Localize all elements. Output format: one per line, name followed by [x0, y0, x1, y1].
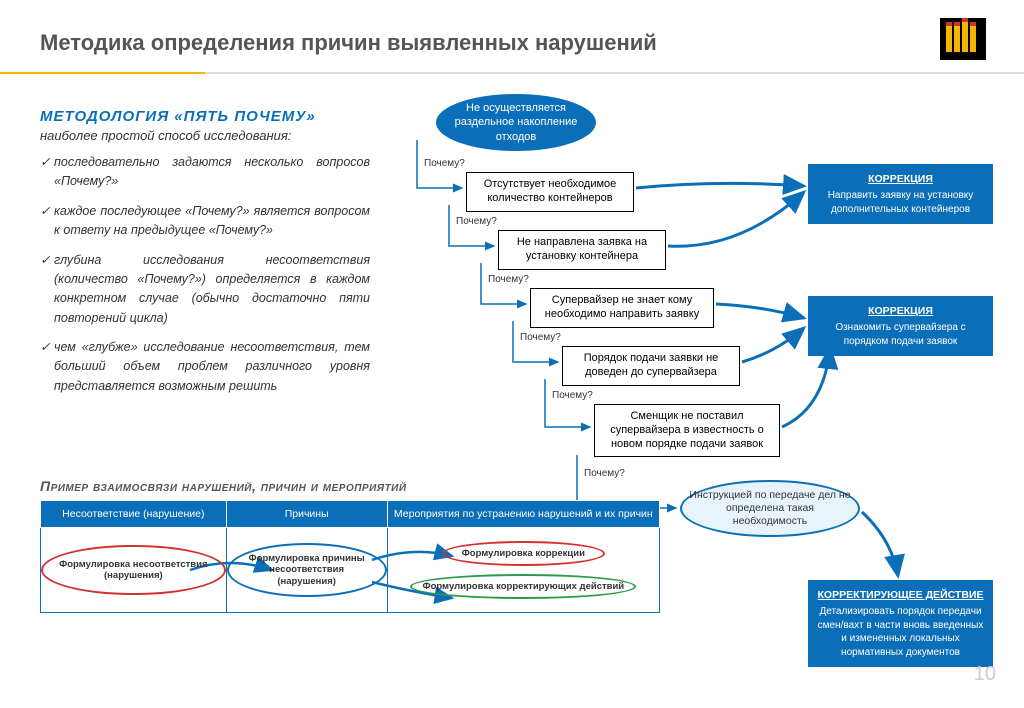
- correction-title-3: КОРРЕКТИРУЮЩЕЕ ДЕЙСТВИЕ: [816, 588, 985, 602]
- oval-corrective-action: Формулировка корректирующих действий: [410, 574, 636, 599]
- bullet-3: глубина исследования несоответствия (кол…: [40, 251, 370, 329]
- flow-step-4: Порядок подачи заявки не доведен до супе…: [562, 346, 740, 386]
- slide: Методика определения причин выявленных н…: [0, 0, 1024, 708]
- correction-box-3: КОРРЕКТИРУЮЩЕЕ ДЕЙСТВИЕ Детализировать п…: [808, 580, 993, 667]
- why-label-2: Почему?: [456, 216, 497, 227]
- bullet-4: чем «глубже» исследование несоответствия…: [40, 338, 370, 396]
- flow-step-5: Сменщик не поставил супервайзера в извес…: [594, 404, 780, 457]
- correction-title-1: КОРРЕКЦИЯ: [816, 172, 985, 186]
- why-label-5: Почему?: [552, 390, 593, 401]
- flow-step-1: Отсутствует необходимое количество конте…: [466, 172, 634, 212]
- flow-end: Инструкцией по передаче дел не определен…: [680, 480, 860, 537]
- flow-step-3: Супервайзер не знает кому необходимо нап…: [530, 288, 714, 328]
- example-table: Несоответствие (нарушение) Причины Мероп…: [40, 500, 660, 613]
- flow-start: Не осуществляется раздельное накопление …: [436, 94, 596, 151]
- th-1: Несоответствие (нарушение): [41, 501, 227, 528]
- th-2: Причины: [226, 501, 387, 528]
- methodology-heading: МЕТОДОЛОГИЯ «ПЯТЬ ПОЧЕМУ»: [40, 108, 370, 125]
- cell-3: Формулировка коррекции Формулировка корр…: [387, 528, 659, 613]
- correction-text-2: Ознакомить супервайзера с порядком подач…: [835, 322, 965, 347]
- why-label-1: Почему?: [424, 158, 465, 169]
- oval-correction: Формулировка коррекции: [442, 541, 605, 566]
- page-title: Методика определения причин выявленных н…: [40, 30, 984, 56]
- correction-box-2: КОРРЕКЦИЯ Ознакомить супервайзера с поря…: [808, 296, 993, 356]
- methodology-subtitle: наиболее простой способ исследования:: [40, 128, 370, 143]
- cell-1: Формулировка несоответствия (нарушения): [41, 528, 227, 613]
- why-label-3: Почему?: [488, 274, 529, 285]
- oval-cause: Формулировка причины несоответствия (нар…: [227, 543, 387, 597]
- correction-text-3: Детализировать порядок передачи смен/вах…: [818, 606, 984, 658]
- correction-box-1: КОРРЕКЦИЯ Направить заявку на установку …: [808, 164, 993, 224]
- example-heading: Пример взаимосвязи нарушений, причин и м…: [40, 478, 407, 494]
- correction-title-2: КОРРЕКЦИЯ: [816, 304, 985, 318]
- why-label-6: Почему?: [584, 468, 625, 479]
- correction-text-1: Направить заявку на установку дополнител…: [828, 190, 974, 215]
- bullet-2: каждое последующее «Почему?» является во…: [40, 202, 370, 241]
- cell-2: Формулировка причины несоответствия (нар…: [226, 528, 387, 613]
- flow-step-2: Не направлена заявка на установку контей…: [498, 230, 666, 270]
- methodology-block: МЕТОДОЛОГИЯ «ПЯТЬ ПОЧЕМУ» наиболее прост…: [40, 108, 370, 406]
- divider: [0, 72, 1024, 74]
- rosneft-logo: [940, 18, 986, 65]
- bullet-1: последовательно задаются несколько вопро…: [40, 153, 370, 192]
- why-label-4: Почему?: [520, 332, 561, 343]
- page-number: 10: [974, 663, 996, 686]
- th-3: Мероприятия по устранению нарушений и их…: [387, 501, 659, 528]
- oval-nonconformity: Формулировка несоответствия (нарушения): [41, 545, 226, 596]
